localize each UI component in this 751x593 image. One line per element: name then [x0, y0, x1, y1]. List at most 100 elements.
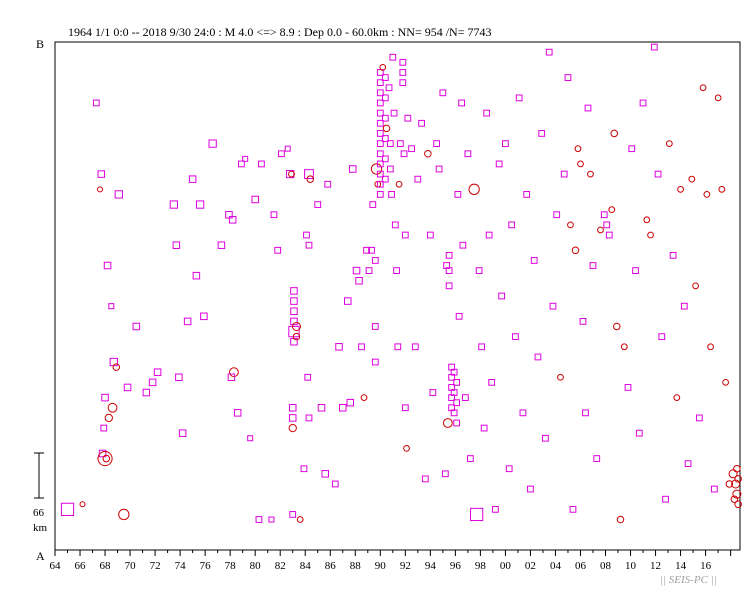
event-square-marker	[603, 221, 611, 229]
x-tick-label: 08	[600, 560, 612, 572]
event-square-marker	[605, 231, 613, 239]
event-square-marker	[363, 246, 370, 254]
event-square-marker	[305, 414, 313, 422]
plot-frame	[54, 41, 741, 551]
event-square-marker	[455, 312, 463, 320]
event-square-marker	[498, 292, 506, 300]
event-circle-marker	[557, 373, 564, 381]
axis-bottom-label: A	[36, 549, 45, 563]
event-square-marker	[142, 388, 151, 397]
event-square-marker	[268, 516, 275, 523]
event-square-marker	[317, 404, 326, 412]
event-square-marker	[344, 297, 352, 305]
event-square-marker	[376, 130, 384, 137]
event-square-marker	[488, 378, 496, 386]
event-circle-marker	[571, 246, 580, 255]
event-square-marker	[393, 267, 400, 274]
event-square-marker	[153, 368, 162, 376]
event-square-marker	[195, 200, 205, 209]
event-circle-marker	[424, 150, 432, 158]
event-square-marker	[483, 109, 491, 117]
event-circle-marker	[703, 191, 711, 198]
event-square-marker	[371, 358, 379, 366]
event-square-marker	[376, 180, 384, 188]
event-square-marker	[290, 297, 298, 305]
event-square-marker	[485, 231, 493, 239]
event-square-marker	[101, 393, 109, 402]
event-square-marker	[450, 368, 458, 376]
event-circle-marker	[714, 94, 722, 102]
x-tick-label: 96	[450, 560, 462, 572]
event-square-marker	[321, 470, 330, 478]
event-square-marker	[132, 322, 141, 331]
scale-bar: 66 km	[33, 452, 48, 534]
x-tick-label: 12	[650, 560, 661, 572]
event-square-marker	[369, 201, 377, 208]
event-square-marker	[400, 150, 408, 158]
event-circle-marker	[608, 206, 616, 214]
event-square-marker	[381, 74, 389, 81]
event-square-marker	[217, 241, 226, 249]
event-square-marker	[399, 69, 407, 76]
event-circle-marker	[699, 84, 707, 92]
event-square-marker	[458, 99, 466, 107]
event-square-marker	[386, 165, 394, 173]
event-square-marker	[421, 475, 429, 483]
x-tick-label: 98	[475, 560, 487, 572]
event-circle-marker	[107, 402, 118, 413]
event-square-marker	[352, 266, 361, 275]
x-tick-label: 90	[375, 560, 387, 572]
event-square-marker	[381, 135, 389, 142]
event-circle-marker	[616, 515, 625, 524]
event-square-marker	[396, 140, 404, 147]
event-square-marker	[371, 323, 379, 330]
x-tick-label: 66	[75, 560, 87, 572]
event-square-marker	[519, 409, 527, 417]
event-square-marker	[464, 150, 472, 158]
event-square-marker	[258, 160, 265, 168]
event-square-marker	[300, 465, 308, 473]
brand-label: || SEIS-PC ||	[660, 574, 717, 586]
event-square-marker	[523, 191, 531, 198]
event-square-marker	[669, 251, 677, 259]
event-square-marker	[600, 211, 608, 219]
event-square-marker	[188, 175, 197, 183]
event-square-marker	[233, 409, 242, 417]
event-square-marker	[414, 175, 422, 183]
event-square-marker	[391, 221, 399, 229]
event-circle-marker	[229, 367, 239, 378]
event-square-marker	[662, 495, 669, 503]
event-square-marker	[439, 89, 447, 97]
event-square-marker	[492, 505, 499, 513]
event-square-marker	[97, 170, 106, 178]
event-square-marker	[114, 190, 123, 199]
x-tick-label: 02	[525, 560, 536, 572]
event-square-marker	[376, 109, 384, 117]
event-square-marker	[418, 119, 425, 127]
event-circle-marker	[102, 454, 111, 463]
event-square-marker	[445, 251, 453, 259]
x-tick-label: 88	[350, 560, 362, 572]
event-square-marker	[401, 231, 409, 239]
event-square-marker	[289, 511, 297, 518]
event-circle-marker	[395, 180, 403, 188]
event-square-marker	[290, 287, 298, 295]
event-square-marker	[355, 277, 363, 285]
event-square-marker	[628, 145, 636, 153]
event-square-marker	[453, 399, 460, 407]
event-square-marker	[92, 99, 100, 107]
event-square-marker	[593, 455, 601, 462]
event-square-marker	[445, 282, 453, 290]
event-circle-marker	[643, 216, 651, 224]
event-circle-marker	[728, 469, 738, 479]
event-square-marker	[560, 170, 568, 178]
event-square-marker	[512, 333, 519, 341]
event-square-marker	[459, 241, 467, 249]
event-square-marker	[331, 480, 339, 488]
event-square-marker	[545, 48, 553, 56]
event-circle-marker	[707, 343, 714, 351]
event-circle-marker	[567, 221, 574, 229]
event-square-marker	[515, 94, 523, 102]
event-square-marker	[635, 429, 643, 437]
event-square-marker	[228, 216, 237, 224]
